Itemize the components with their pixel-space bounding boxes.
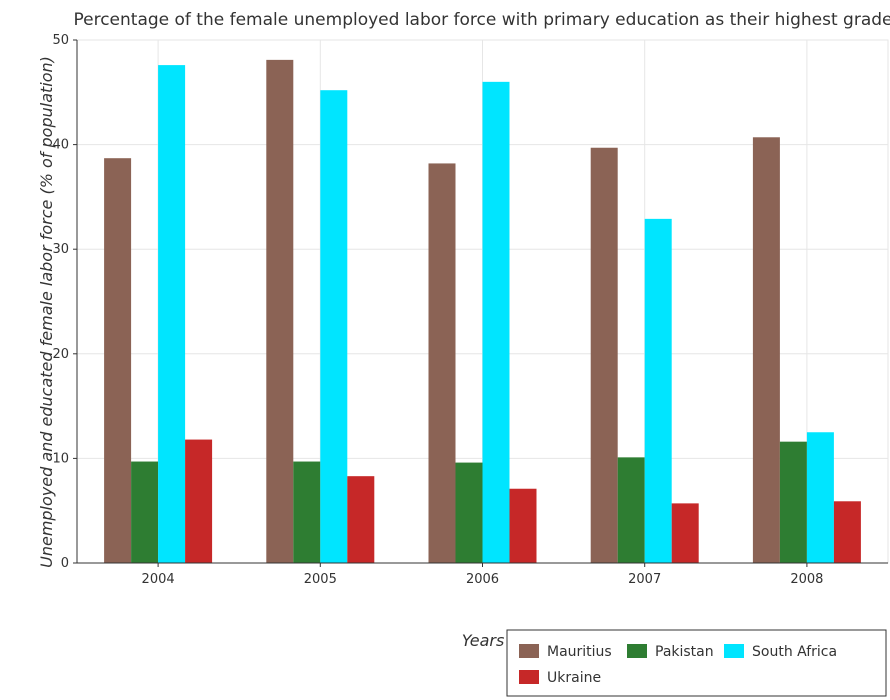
bar-mauritius-2004 [104,158,132,563]
bar-ukraine-2008 [833,501,861,563]
bar-ukraine-2004 [185,439,213,563]
legend-swatch-south-africa [724,644,744,658]
bar-south-africa-2006 [482,81,510,563]
bar-mauritius-2008 [752,137,780,563]
bar-mauritius-2006 [428,163,456,564]
bar-south-africa-2007 [644,218,672,563]
bar-ukraine-2007 [671,503,699,563]
bar-south-africa-2008 [806,432,834,563]
bar-mauritius-2007 [590,147,618,563]
y-tick-label: 40 [52,138,69,153]
y-tick-label: 10 [52,451,69,466]
bar-ukraine-2005 [347,476,375,563]
chart-title: Percentage of the female unemployed labo… [73,10,890,30]
x-tick-label: 2007 [628,572,661,587]
bar-ukraine-2006 [509,488,537,563]
legend: Mauritius Pakistan South Africa Ukraine [506,629,887,697]
x-tick-label: 2008 [790,572,823,587]
legend-label-mauritius: Mauritius [547,644,612,660]
x-tick-label: 2005 [304,572,337,587]
legend-label-ukraine: Ukraine [547,670,601,686]
y-tick-label: 20 [52,347,69,362]
y-tick-label: 0 [61,556,69,571]
y-axis-label: Unemployed and educated female labor for… [37,56,56,568]
bar-mauritius-2005 [266,59,294,564]
y-tick-label: 30 [52,242,69,257]
legend-swatch-ukraine [519,670,539,684]
legend-swatch-pakistan [627,644,647,658]
y-tick-label: 50 [52,33,69,48]
bar-south-africa-2004 [158,65,186,563]
bar-pakistan-2007 [617,457,645,563]
axes: 0 10 20 30 40 50 2004 2005 2006 2007 2008 [52,33,888,587]
legend-swatch-mauritius [519,644,539,658]
legend-label-south-africa: South Africa [752,644,837,660]
legend-label-pakistan: Pakistan [655,644,714,660]
bars [104,59,861,564]
bar-pakistan-2008 [779,441,807,563]
bar-pakistan-2006 [455,462,483,563]
bar-pakistan-2004 [131,461,159,563]
x-axis-label: Years [462,631,505,650]
x-tick-label: 2004 [142,572,175,587]
x-tick-label: 2006 [466,572,499,587]
bar-pakistan-2005 [293,461,321,563]
legend-box [506,629,887,697]
bar-south-africa-2005 [320,90,348,563]
